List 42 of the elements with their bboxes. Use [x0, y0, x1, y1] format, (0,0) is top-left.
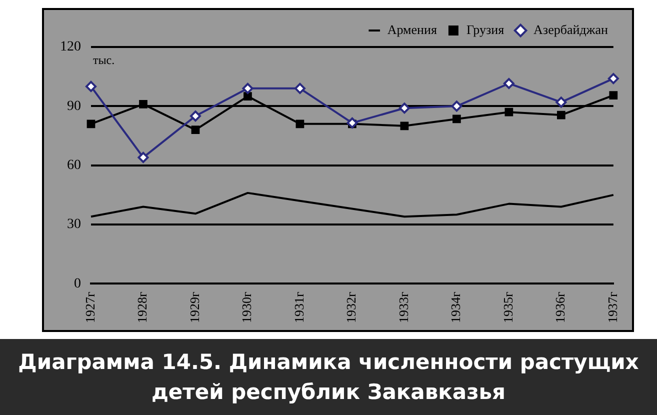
legend-label: Азербайджан: [534, 22, 608, 37]
y-tick-label: 120: [60, 40, 81, 55]
x-tick-label: 1928г: [134, 292, 150, 324]
legend-label: Грузия: [466, 22, 504, 37]
annotation: тыс.: [93, 53, 115, 68]
x-tick-label: 1931г: [291, 292, 306, 324]
point: [86, 80, 96, 92]
point: [451, 100, 462, 112]
point: [294, 82, 306, 94]
point: [609, 91, 618, 100]
x-tick-label: 1933г: [396, 292, 411, 324]
point: [244, 92, 252, 100]
point: [86, 120, 96, 128]
x-tick-label: 1927г: [82, 292, 98, 324]
point: [138, 152, 149, 163]
point: [556, 96, 567, 108]
point: [504, 108, 514, 116]
x-tick-label: 1937г: [604, 292, 620, 324]
point: [608, 73, 619, 84]
x-tick-label: 1934г: [448, 292, 464, 324]
point: [346, 117, 358, 128]
x-tick-label: 1929г: [186, 292, 202, 324]
point: [503, 78, 514, 89]
point: [296, 120, 304, 128]
y-tick-label: 30: [67, 217, 81, 232]
x-tick-label: 1935г: [500, 292, 516, 324]
point: [400, 122, 409, 130]
point: [452, 114, 461, 124]
y-tick-label: 60: [67, 158, 81, 174]
point: [190, 110, 201, 122]
y-tick-label: 90: [67, 98, 81, 114]
legend-label: Армения: [387, 22, 437, 37]
x-tick-label: 1930г: [239, 292, 254, 324]
x-tick-label: 1932г: [344, 292, 359, 324]
point: [556, 110, 566, 120]
point: [139, 100, 148, 108]
point: [398, 102, 410, 114]
x-tick-label: 1936г: [552, 292, 568, 324]
y-tick-label: 0: [74, 276, 81, 292]
point: [191, 126, 200, 134]
text: Диаграмма 14.5. Динамика численности растущих детей республик Закавказья: [0, 339, 657, 415]
point: [242, 82, 254, 94]
